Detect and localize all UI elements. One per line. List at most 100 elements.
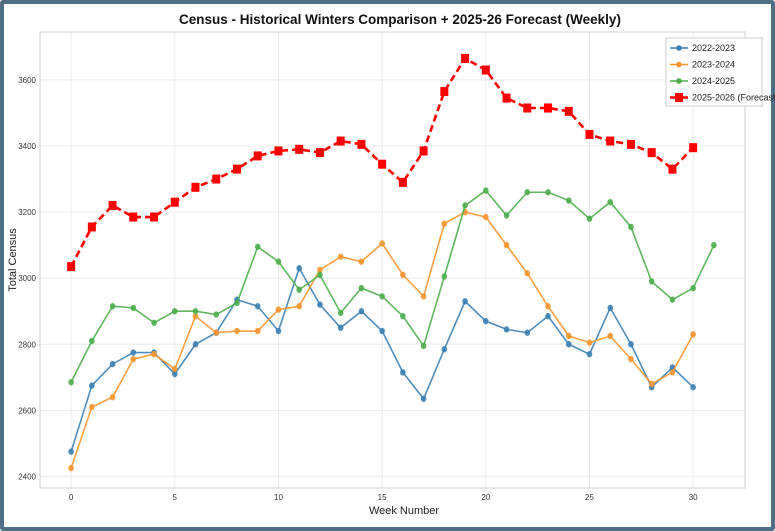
legend-label: 2025-2026 (Forecast) <box>692 93 775 103</box>
y-tick-label: 2400 <box>18 472 36 481</box>
legend-marker <box>675 93 683 102</box>
y-tick-label: 3400 <box>18 142 36 151</box>
data-point <box>67 262 76 272</box>
legend-marker <box>676 78 682 84</box>
data-point <box>151 319 157 326</box>
data-point <box>337 309 344 317</box>
data-point <box>337 253 344 260</box>
data-point <box>607 304 614 312</box>
data-point <box>503 326 510 333</box>
data-point <box>109 393 116 401</box>
legend-marker <box>676 45 682 51</box>
data-point <box>253 151 262 161</box>
data-point <box>68 448 74 455</box>
data-point <box>420 293 427 300</box>
data-point <box>254 243 261 250</box>
data-point <box>669 296 676 303</box>
y-tick-label: 3000 <box>18 274 36 283</box>
data-point <box>648 278 655 285</box>
data-point <box>192 312 199 320</box>
data-point <box>89 337 95 345</box>
data-point <box>585 129 594 139</box>
data-point <box>192 341 199 348</box>
legend-label: 2023-2024 <box>692 60 735 70</box>
data-point <box>254 327 261 335</box>
data-point <box>68 464 74 472</box>
data-point <box>441 273 448 280</box>
data-point <box>337 324 344 331</box>
data-point <box>400 271 406 279</box>
data-point <box>689 143 698 153</box>
data-point <box>358 308 365 315</box>
data-point <box>130 355 137 363</box>
data-point <box>690 284 696 292</box>
data-point <box>586 215 593 222</box>
data-point <box>586 350 593 358</box>
data-point <box>626 139 635 149</box>
data-point <box>462 202 468 209</box>
data-point <box>419 146 428 156</box>
data-point <box>628 223 634 231</box>
data-point <box>524 329 531 336</box>
data-point <box>503 212 510 219</box>
data-point <box>483 187 489 194</box>
data-point <box>171 365 178 373</box>
data-point <box>336 136 345 146</box>
data-point <box>565 332 572 340</box>
data-point <box>150 212 159 222</box>
data-point <box>315 148 324 158</box>
data-point <box>275 327 282 335</box>
data-point <box>130 304 137 312</box>
data-point <box>690 331 696 338</box>
data-point <box>524 270 531 277</box>
data-point <box>317 301 323 308</box>
data-point <box>441 346 448 353</box>
legend-label: 2024-2025 <box>692 76 735 86</box>
data-point <box>358 284 365 292</box>
y-tick-label: 2800 <box>18 340 36 349</box>
data-point <box>130 349 137 356</box>
data-point <box>440 86 449 96</box>
data-point <box>461 53 470 63</box>
data-point <box>296 303 302 310</box>
data-point <box>234 327 240 335</box>
y-tick-label: 3600 <box>18 76 36 85</box>
data-point <box>108 200 117 210</box>
data-point <box>171 370 178 378</box>
x-tick-label: 10 <box>274 493 283 502</box>
data-point <box>232 164 241 174</box>
x-tick-label: 30 <box>689 493 698 502</box>
data-point <box>317 271 323 279</box>
data-point <box>565 341 572 348</box>
series-2023-2024 <box>68 208 696 472</box>
data-point <box>213 329 220 336</box>
data-point <box>524 189 531 196</box>
data-point <box>545 189 551 196</box>
data-point <box>213 311 220 318</box>
data-point <box>690 384 696 391</box>
y-tick-label: 3200 <box>18 208 36 217</box>
series-line <box>70 189 715 383</box>
x-tick-label: 5 <box>173 493 178 502</box>
x-tick-label: 25 <box>585 493 594 502</box>
data-point <box>647 148 656 158</box>
x-tick-label: 20 <box>481 493 490 502</box>
series-2025-2026 (Forecast) <box>67 53 698 272</box>
x-axis-label: Week Number <box>369 505 439 517</box>
data-point <box>317 266 323 274</box>
data-point <box>192 308 199 315</box>
data-point <box>420 342 427 350</box>
data-point <box>68 379 74 386</box>
x-tick-label: 15 <box>378 493 387 502</box>
data-point <box>564 106 573 116</box>
data-point <box>89 382 95 389</box>
series-2024-2025 <box>68 187 717 386</box>
data-point <box>462 298 468 305</box>
data-point <box>668 164 677 174</box>
data-point <box>628 341 634 348</box>
data-point <box>89 403 95 411</box>
data-point <box>274 146 283 156</box>
data-point <box>669 369 676 376</box>
y-axis-label: Total Census <box>7 228 19 292</box>
